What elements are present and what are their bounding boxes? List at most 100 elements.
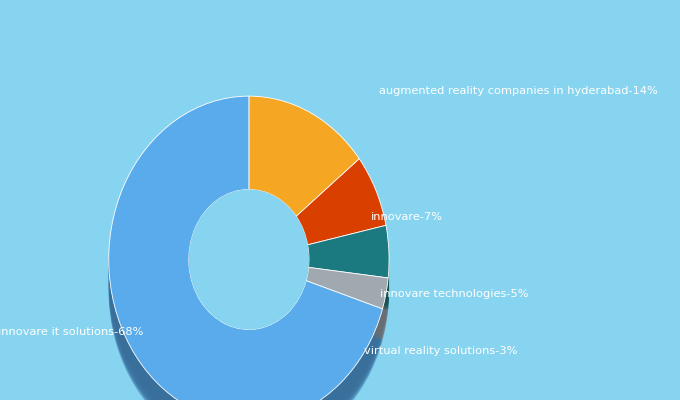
Wedge shape (307, 231, 389, 283)
Text: innovare technologies-5%: innovare technologies-5% (380, 289, 529, 299)
Ellipse shape (109, 246, 389, 279)
Wedge shape (306, 271, 388, 312)
Wedge shape (249, 96, 359, 216)
Wedge shape (296, 185, 386, 271)
Wedge shape (306, 273, 388, 314)
Wedge shape (296, 173, 386, 259)
Wedge shape (109, 102, 382, 400)
Wedge shape (307, 254, 389, 306)
Wedge shape (296, 166, 386, 252)
Wedge shape (306, 278, 388, 320)
Wedge shape (109, 119, 382, 400)
Wedge shape (249, 116, 359, 236)
Wedge shape (306, 290, 388, 332)
Wedge shape (296, 169, 386, 256)
Wedge shape (296, 168, 386, 254)
Wedge shape (307, 240, 389, 292)
Wedge shape (306, 296, 388, 337)
Wedge shape (109, 112, 382, 400)
Ellipse shape (189, 190, 309, 330)
Wedge shape (249, 119, 359, 239)
Ellipse shape (109, 248, 389, 282)
Wedge shape (109, 112, 382, 400)
Ellipse shape (109, 253, 389, 286)
Wedge shape (249, 126, 359, 246)
Ellipse shape (109, 244, 389, 278)
Wedge shape (109, 114, 382, 400)
Text: virtual reality solutions-3%: virtual reality solutions-3% (364, 346, 517, 356)
Wedge shape (307, 229, 389, 282)
Wedge shape (306, 271, 388, 312)
Wedge shape (249, 102, 359, 222)
Wedge shape (249, 105, 359, 225)
Wedge shape (249, 128, 359, 248)
Wedge shape (249, 108, 359, 229)
Wedge shape (307, 243, 389, 296)
Wedge shape (296, 162, 386, 248)
Wedge shape (109, 128, 382, 400)
Wedge shape (296, 190, 386, 276)
Ellipse shape (109, 268, 389, 302)
Wedge shape (249, 108, 359, 229)
Wedge shape (307, 236, 389, 288)
Wedge shape (307, 245, 389, 297)
Wedge shape (296, 184, 386, 270)
Wedge shape (296, 189, 386, 275)
Wedge shape (109, 103, 382, 400)
Wedge shape (307, 257, 389, 310)
Wedge shape (306, 283, 388, 325)
Wedge shape (307, 234, 389, 287)
Wedge shape (109, 96, 382, 400)
Wedge shape (249, 124, 359, 244)
Wedge shape (306, 276, 388, 318)
Wedge shape (249, 107, 359, 227)
Wedge shape (307, 254, 389, 306)
Wedge shape (307, 250, 389, 303)
Wedge shape (306, 292, 388, 334)
Wedge shape (296, 168, 386, 254)
Text: augmented reality companies in hyderabad-14%: augmented reality companies in hyderabad… (379, 86, 658, 96)
Wedge shape (307, 234, 389, 287)
Wedge shape (249, 121, 359, 241)
Wedge shape (307, 231, 389, 283)
Wedge shape (249, 98, 359, 218)
Wedge shape (306, 299, 388, 341)
Wedge shape (307, 252, 389, 304)
Wedge shape (307, 232, 389, 285)
Wedge shape (249, 98, 359, 218)
Wedge shape (306, 294, 388, 335)
Wedge shape (109, 110, 382, 400)
Wedge shape (306, 267, 388, 309)
Wedge shape (109, 116, 382, 400)
Wedge shape (307, 246, 389, 299)
Wedge shape (296, 187, 386, 273)
Wedge shape (249, 114, 359, 234)
Wedge shape (307, 257, 389, 310)
Wedge shape (249, 114, 359, 234)
Ellipse shape (109, 256, 389, 289)
Wedge shape (307, 238, 389, 290)
Wedge shape (296, 175, 386, 261)
Wedge shape (249, 121, 359, 241)
Wedge shape (296, 182, 386, 268)
Wedge shape (306, 282, 388, 323)
Wedge shape (296, 184, 386, 270)
Wedge shape (296, 169, 386, 256)
Ellipse shape (109, 251, 389, 284)
Wedge shape (306, 280, 388, 321)
Wedge shape (109, 107, 382, 400)
Wedge shape (109, 116, 382, 400)
Ellipse shape (109, 258, 389, 292)
Wedge shape (296, 187, 386, 273)
Wedge shape (109, 117, 382, 400)
Wedge shape (249, 117, 359, 238)
Wedge shape (109, 98, 382, 400)
Wedge shape (306, 292, 388, 334)
Ellipse shape (109, 264, 389, 297)
Wedge shape (296, 178, 386, 264)
Wedge shape (307, 225, 389, 278)
Wedge shape (109, 126, 382, 400)
Ellipse shape (109, 247, 389, 280)
Wedge shape (249, 124, 359, 244)
Wedge shape (296, 176, 386, 262)
